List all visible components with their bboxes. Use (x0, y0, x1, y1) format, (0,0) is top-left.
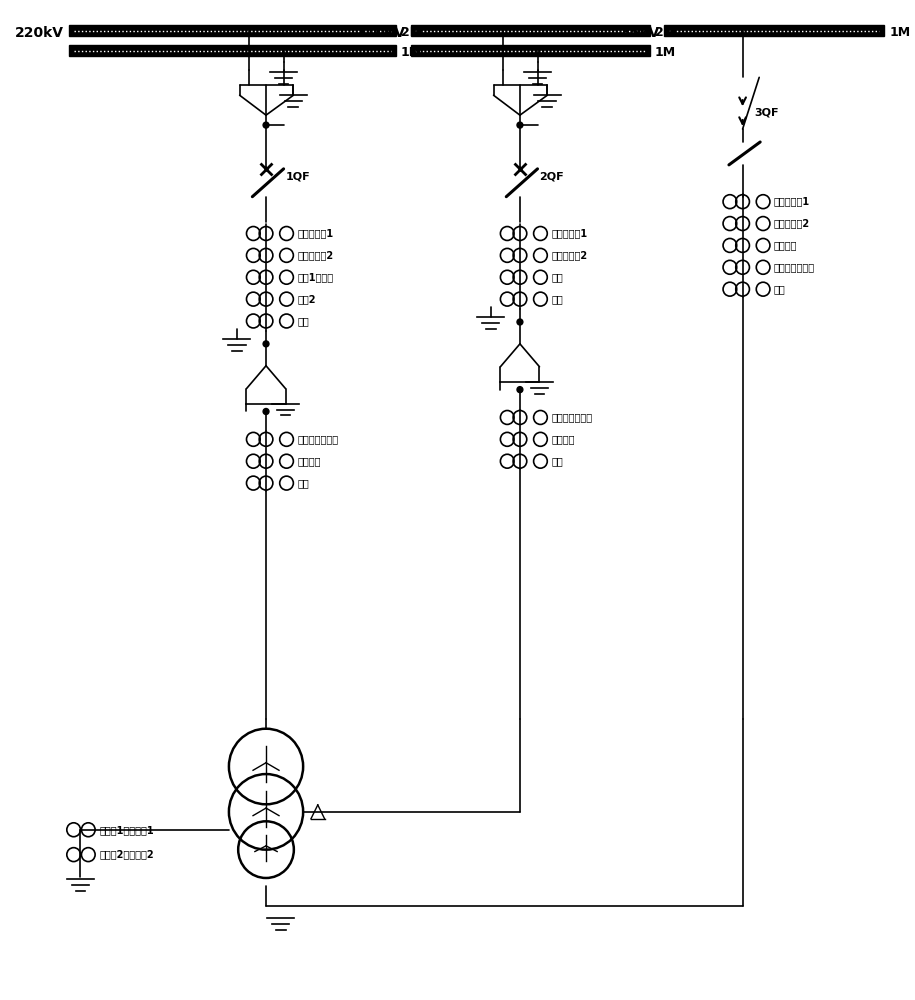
Bar (411, 25, 650, 36)
Text: 汏差、后备2: 汏差、后备2 (551, 250, 587, 260)
Circle shape (517, 122, 522, 128)
Circle shape (246, 28, 253, 34)
Text: 计量: 计量 (297, 316, 309, 326)
Bar (411, 45, 650, 56)
Text: 35kV: 35kV (620, 26, 660, 40)
Text: 3QF: 3QF (754, 107, 779, 117)
Circle shape (264, 341, 269, 347)
Bar (69, 45, 396, 56)
Text: 电差: 电差 (551, 272, 563, 282)
Text: 测量、无功监测: 测量、无功监测 (551, 412, 592, 422)
Circle shape (739, 28, 746, 34)
Text: 故障录波: 故障录波 (774, 240, 797, 250)
Text: 过负舟2、第二路2: 过负舟2、第二路2 (100, 850, 155, 860)
Circle shape (534, 48, 541, 53)
Circle shape (264, 122, 269, 128)
Text: 电差2: 电差2 (297, 294, 316, 304)
Bar (664, 25, 884, 36)
Text: 备用: 备用 (297, 478, 309, 488)
Text: 1M: 1M (655, 46, 676, 59)
Text: 汏差、后备1: 汏差、后备1 (551, 228, 587, 238)
Text: 1M: 1M (889, 26, 910, 39)
Text: 110kV: 110kV (357, 26, 405, 40)
Text: 故障录波: 故障录波 (551, 434, 575, 444)
Text: 电差1、失灵: 电差1、失灵 (297, 272, 333, 282)
Circle shape (501, 28, 506, 34)
Text: 1QF: 1QF (285, 172, 310, 182)
Bar (69, 25, 396, 36)
Text: 汏差、后备1: 汏差、后备1 (297, 228, 333, 238)
Text: 测量、无功监测: 测量、无功监测 (297, 434, 339, 444)
Text: 汏差、后备1: 汏差、后备1 (774, 197, 810, 207)
Text: 2M: 2M (655, 26, 676, 39)
Text: 过负舟1、第一路1: 过负舟1、第一路1 (100, 825, 155, 835)
Circle shape (281, 48, 286, 53)
Text: 测量、无功监测: 测量、无功监测 (774, 262, 815, 272)
Text: 备用: 备用 (551, 456, 563, 466)
Text: 汏差、后备2: 汏差、后备2 (297, 250, 333, 260)
Text: 计量: 计量 (774, 284, 786, 294)
Text: 汏差、后备2: 汏差、后备2 (774, 219, 810, 229)
Text: 2M: 2M (401, 26, 422, 39)
Circle shape (517, 387, 522, 393)
Text: 故障录波: 故障录波 (297, 456, 321, 466)
Text: 220kV: 220kV (15, 26, 64, 40)
Text: 2QF: 2QF (540, 172, 564, 182)
Circle shape (517, 319, 522, 325)
Text: 1M: 1M (401, 46, 422, 59)
Circle shape (264, 409, 269, 414)
Text: 计量: 计量 (551, 294, 563, 304)
